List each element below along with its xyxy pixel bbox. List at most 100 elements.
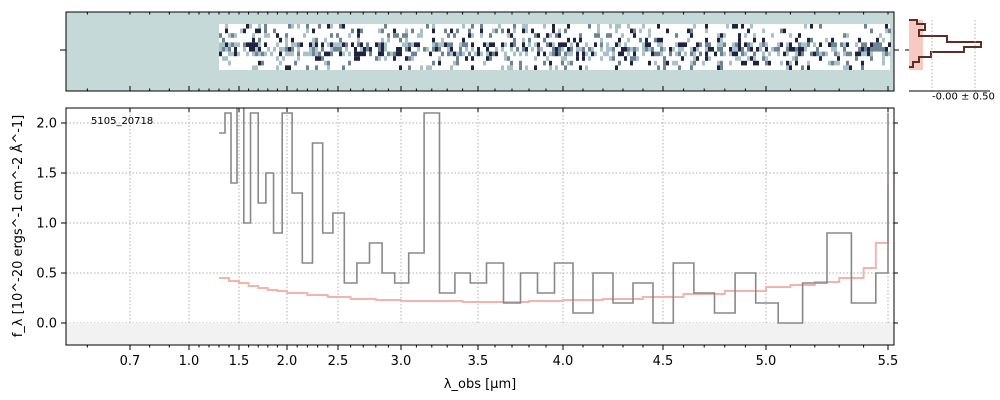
strip-pixel [681, 42, 684, 47]
strip-pixel [255, 28, 258, 34]
strip-pixel [753, 37, 756, 43]
strip-pixel [636, 56, 639, 61]
strip-pixel [807, 65, 810, 70]
strip-pixel [231, 51, 234, 57]
strip-pixel [702, 60, 705, 66]
strip-pixel [288, 47, 291, 52]
strip-pixel [366, 42, 369, 47]
strip-pixel [663, 56, 666, 61]
strip-pixel [747, 47, 750, 52]
strip-pixel [570, 60, 573, 66]
strip-pixel [765, 42, 768, 47]
strip-pixel [720, 42, 723, 47]
strip-pixel [861, 65, 864, 70]
strip-pixel [456, 51, 459, 57]
strip-pixel [723, 51, 726, 57]
strip-pixel [831, 37, 834, 43]
strip-pixel [432, 28, 435, 34]
strip-pixel [771, 33, 774, 38]
flux-series-line [219, 108, 889, 324]
strip-pixel [741, 24, 744, 29]
strip-pixel [747, 28, 750, 34]
strip-pixel [360, 47, 363, 52]
strip-pixel [558, 42, 561, 47]
strip-pixel [354, 51, 357, 57]
strip-pixel [885, 24, 888, 29]
strip-pixel [753, 51, 756, 57]
strip-pixel [657, 65, 660, 70]
strip-pixel [315, 42, 318, 47]
strip-pixel [870, 28, 873, 34]
strip-pixel [618, 42, 621, 47]
strip-pixel [744, 42, 747, 47]
strip-pixel [243, 42, 246, 47]
strip-pixel [567, 60, 570, 66]
strip-pixel [525, 28, 528, 34]
strip-pixel [615, 24, 618, 29]
strip-pixel [624, 47, 627, 52]
strip-pixel [537, 47, 540, 52]
error-series-line [219, 183, 889, 303]
strip-pixel [585, 42, 588, 47]
strip-pixel [618, 51, 621, 57]
strip-pixel [486, 47, 489, 52]
strip-pixel [864, 51, 867, 57]
strip-pixel [324, 51, 327, 57]
strip-pixel [537, 51, 540, 57]
strip-pixel [609, 56, 612, 61]
strip-pixel [801, 51, 804, 57]
strip-pixel [333, 42, 336, 47]
strip-pixel [762, 37, 765, 43]
strip-pixel [627, 47, 630, 52]
strip-pixel [615, 28, 618, 34]
strip-pixel [642, 42, 645, 47]
strip-pixel [735, 51, 738, 57]
strip-pixel [258, 37, 261, 43]
strip-pixel [654, 51, 657, 57]
strip-pixel [669, 47, 672, 52]
strip-pixel [450, 28, 453, 34]
strip-pixel [258, 42, 261, 47]
strip-pixel [489, 51, 492, 57]
strip-pixel [288, 51, 291, 57]
strip-pixel [798, 47, 801, 52]
strip-pixel [801, 42, 804, 47]
strip-pixel [309, 42, 312, 47]
strip-pixel [507, 33, 510, 38]
strip-pixel [768, 51, 771, 57]
strip-pixel [258, 51, 261, 57]
strip-pixel [753, 33, 756, 38]
strip-pixel [663, 65, 666, 70]
strip-pixel [690, 28, 693, 34]
strip-pixel [720, 33, 723, 38]
strip-pixel [705, 47, 708, 52]
strip-pixel [351, 28, 354, 34]
strip-pixel [501, 47, 504, 52]
strip-pixel [291, 24, 294, 29]
strip-pixel [825, 37, 828, 43]
strip-pixel [534, 42, 537, 47]
strip-pixel [855, 56, 858, 61]
strip-pixel [408, 65, 411, 70]
strip-pixel [642, 47, 645, 52]
strip-pixel [441, 51, 444, 57]
strip-pixel [876, 47, 879, 52]
strip-pixel [360, 51, 363, 57]
strip-pixel [540, 47, 543, 52]
strip-pixel [426, 47, 429, 52]
strip-pixel [555, 65, 558, 70]
strip-pixel [630, 56, 633, 61]
strip-pixel [489, 42, 492, 47]
strip-pixel [849, 51, 852, 57]
strip-pixel [378, 47, 381, 52]
strip-pixel [675, 42, 678, 47]
strip-pixel [252, 37, 255, 43]
strip-pixel [807, 60, 810, 66]
strip-pixel [378, 51, 381, 57]
strip-pixel [249, 47, 252, 52]
strip-pixel [705, 56, 708, 61]
strip-pixel [792, 56, 795, 61]
strip-pixel [735, 56, 738, 61]
strip-pixel [492, 28, 495, 34]
strip-pixel [519, 65, 522, 70]
